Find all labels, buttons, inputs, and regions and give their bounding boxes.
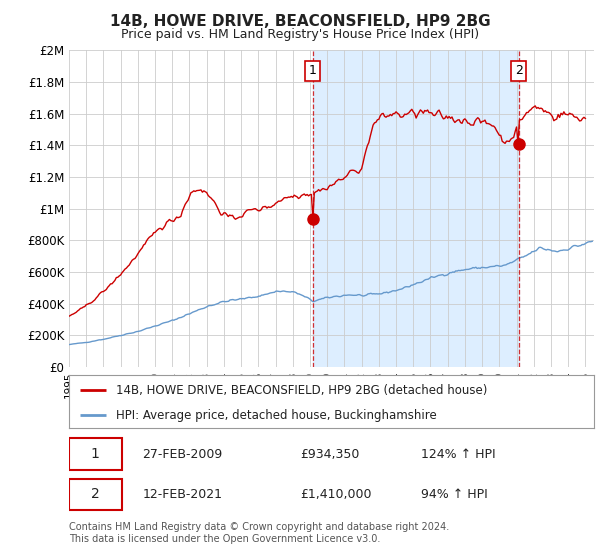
- Bar: [313, 50, 518, 367]
- Text: 124% ↑ HPI: 124% ↑ HPI: [421, 447, 496, 461]
- Text: £934,350: £934,350: [300, 447, 359, 461]
- Text: Price paid vs. HM Land Registry's House Price Index (HPI): Price paid vs. HM Land Registry's House …: [121, 28, 479, 41]
- Text: 1: 1: [308, 64, 317, 77]
- Text: Contains HM Land Registry data © Crown copyright and database right 2024.
This d: Contains HM Land Registry data © Crown c…: [69, 522, 449, 544]
- FancyBboxPatch shape: [69, 478, 121, 511]
- Text: 1: 1: [91, 447, 100, 461]
- Text: £1,410,000: £1,410,000: [300, 488, 371, 501]
- Text: 94% ↑ HPI: 94% ↑ HPI: [421, 488, 487, 501]
- Text: 2: 2: [515, 64, 523, 77]
- Text: 27-FEB-2009: 27-FEB-2009: [143, 447, 223, 461]
- Text: 2: 2: [91, 487, 100, 502]
- Text: HPI: Average price, detached house, Buckinghamshire: HPI: Average price, detached house, Buck…: [116, 409, 437, 422]
- FancyBboxPatch shape: [69, 438, 121, 470]
- Text: 12-FEB-2021: 12-FEB-2021: [143, 488, 223, 501]
- Text: 14B, HOWE DRIVE, BEACONSFIELD, HP9 2BG (detached house): 14B, HOWE DRIVE, BEACONSFIELD, HP9 2BG (…: [116, 384, 488, 396]
- Text: 14B, HOWE DRIVE, BEACONSFIELD, HP9 2BG: 14B, HOWE DRIVE, BEACONSFIELD, HP9 2BG: [110, 14, 490, 29]
